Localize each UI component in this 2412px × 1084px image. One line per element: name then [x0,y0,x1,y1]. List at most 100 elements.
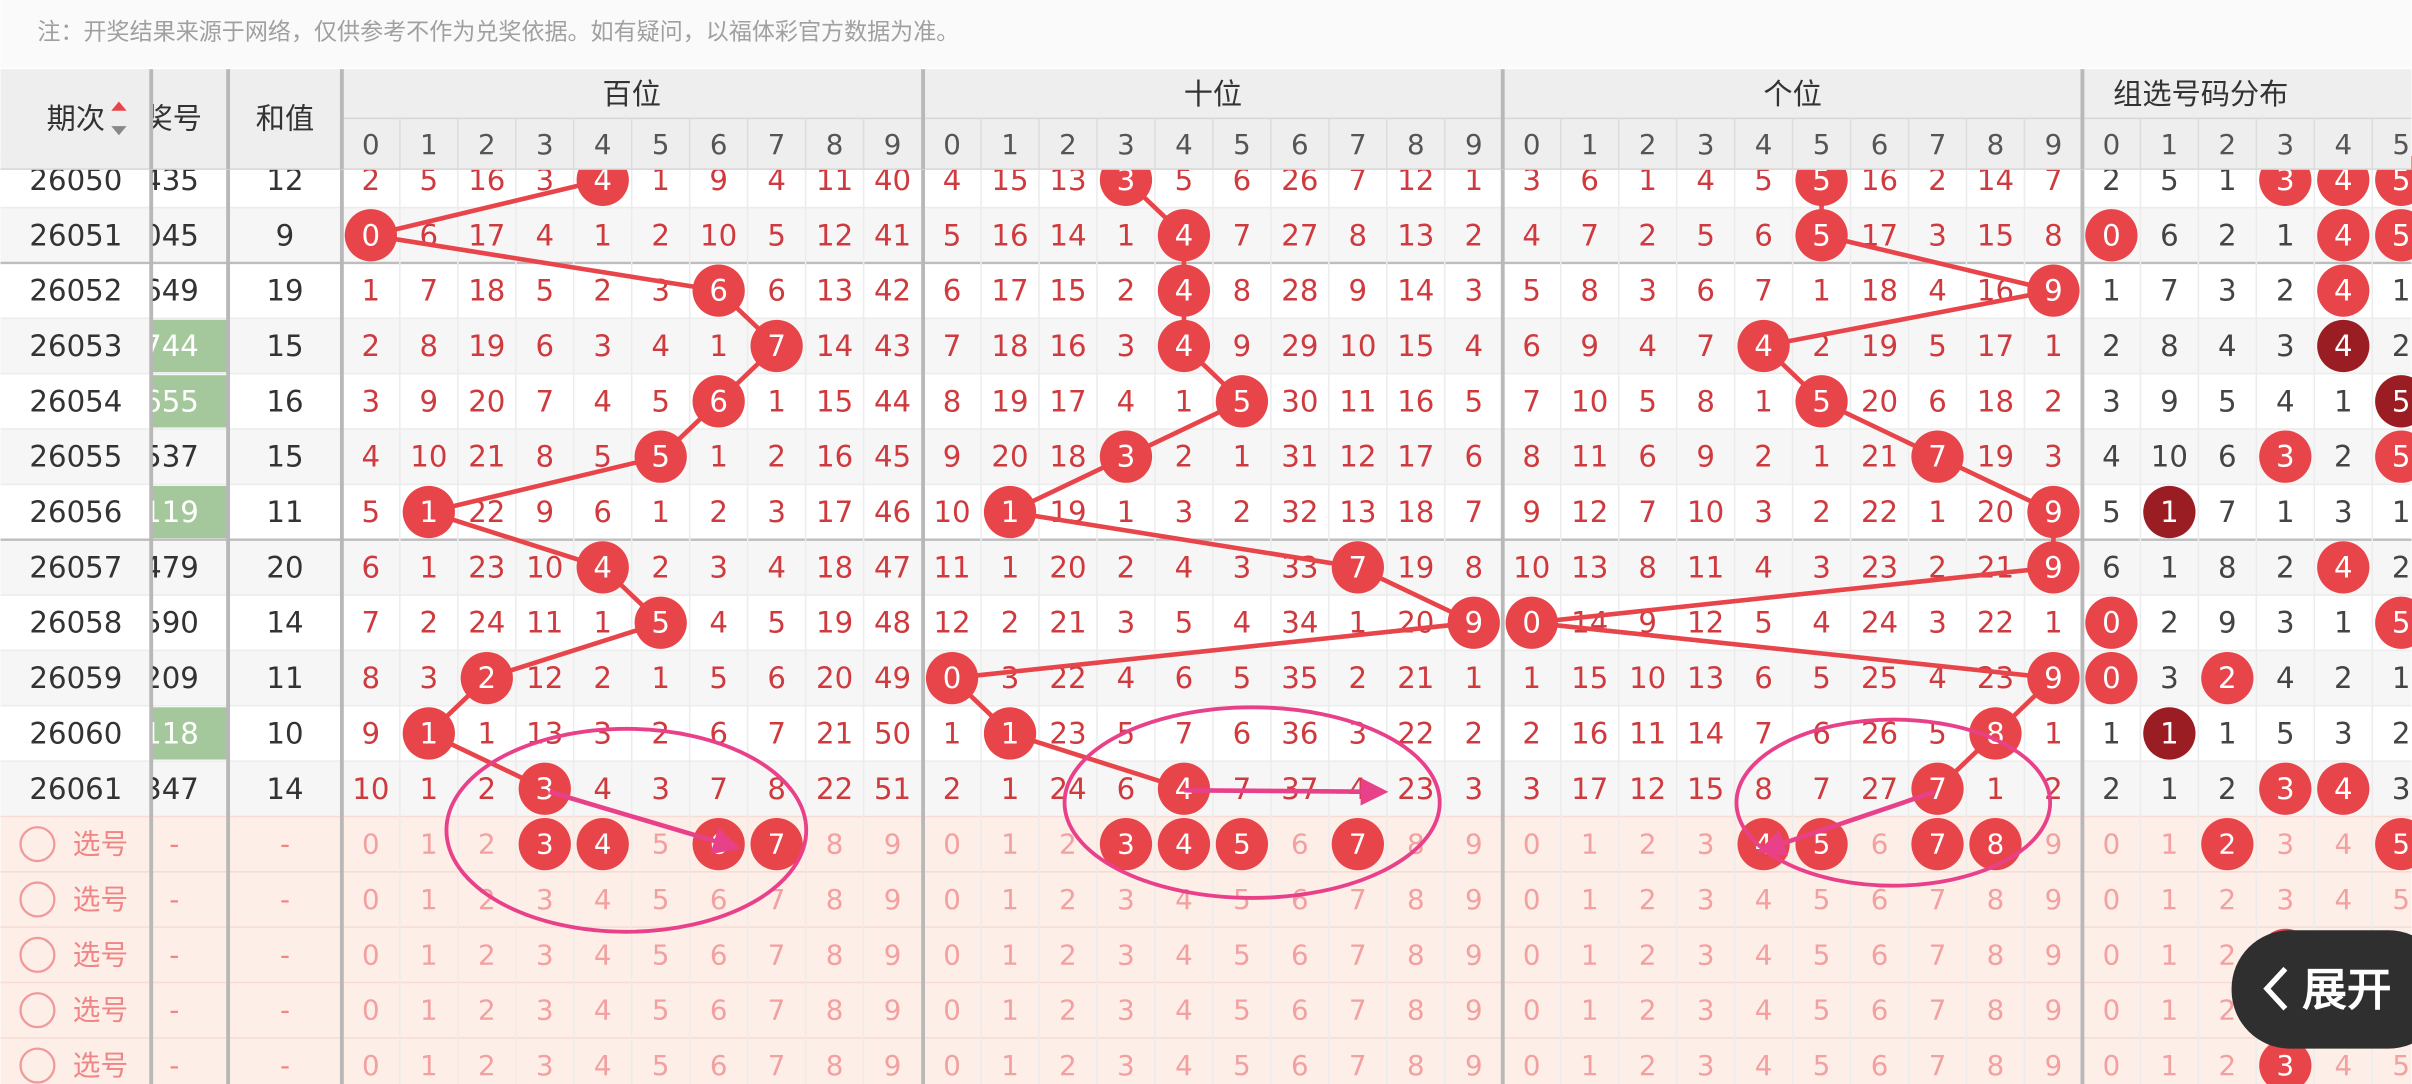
pick-digit[interactable]: 7 [1349,938,1367,971]
pick-digit[interactable]: 0 [2103,828,2121,861]
pick-digit[interactable]: 1 [420,1049,438,1082]
pick-digit[interactable]: 7 [768,994,786,1027]
pick-ball[interactable] [750,817,803,871]
pick-digit[interactable]: 1 [420,938,438,971]
pick-digit[interactable]: 3 [1697,938,1715,971]
pick-digit[interactable]: 9 [2045,938,2063,971]
pick-digit[interactable]: 2 [2219,883,2237,916]
pick-digit[interactable]: 5 [1813,828,1831,861]
pick-digit[interactable]: 2 [2219,938,2237,971]
pick-digit[interactable]: 2 [2219,828,2237,861]
pick-digit[interactable]: 1 [420,994,438,1027]
pick-digit[interactable]: 9 [1465,938,1483,971]
pick-digit[interactable]: 5 [1233,828,1251,861]
pick-digit[interactable]: 9 [1465,828,1483,861]
pick-digit[interactable]: 5 [652,1049,670,1082]
pick-digit[interactable]: 5 [652,994,670,1027]
pick-digit[interactable]: 6 [710,883,728,916]
pick-digit[interactable]: 0 [362,1049,380,1082]
pick-digit[interactable]: 6 [1291,828,1309,861]
pick-digit[interactable]: 9 [2045,1049,2063,1082]
pick-digit[interactable]: 6 [1871,883,1889,916]
pick-digit[interactable]: 9 [2045,828,2063,861]
pick-digit[interactable]: 5 [1233,1049,1251,1082]
pick-digit[interactable]: 3 [1117,883,1135,916]
pick-digit[interactable]: 8 [1407,1049,1425,1082]
pick-digit[interactable]: 4 [594,938,612,971]
pick-digit[interactable]: 0 [943,938,961,971]
pick-digit[interactable]: 2 [1639,938,1657,971]
pick-digit[interactable]: 1 [1001,883,1019,916]
pick-digit[interactable]: 9 [1465,1049,1483,1082]
pick-toggle[interactable] [19,992,56,1029]
pick-digit[interactable]: 0 [1523,994,1541,1027]
pick-digit[interactable]: 3 [2277,828,2295,861]
pick-digit[interactable]: 5 [1233,938,1251,971]
pick-digit[interactable]: 5 [2392,883,2410,916]
pick-digit[interactable]: 0 [943,1049,961,1082]
pick-digit[interactable]: 6 [1871,828,1889,861]
pick-digit[interactable]: 0 [1523,883,1541,916]
pick-digit[interactable]: 5 [2392,1049,2410,1082]
pick-digit[interactable]: 4 [594,883,612,916]
pick-digit[interactable]: 9 [1465,883,1483,916]
pick-digit[interactable]: 6 [1291,938,1309,971]
pick-digit[interactable]: 3 [536,938,554,971]
pick-digit[interactable]: 4 [1755,1049,1773,1082]
pick-digit[interactable]: 4 [1755,938,1773,971]
pick-digit[interactable]: 3 [1697,883,1715,916]
pick-digit[interactable]: 2 [478,1049,496,1082]
pick-digit[interactable]: 6 [710,994,728,1027]
pick-digit[interactable]: 5 [652,828,670,861]
pick-digit[interactable]: 8 [826,1049,844,1082]
pick-digit[interactable]: 4 [2334,828,2352,861]
pick-digit[interactable]: 4 [594,828,612,861]
pick-digit[interactable]: 5 [652,938,670,971]
pick-digit[interactable]: 5 [2392,828,2410,861]
pick-digit[interactable]: 8 [826,828,844,861]
pick-digit[interactable]: 6 [1291,994,1309,1027]
pick-digit[interactable]: 6 [1291,883,1309,916]
pick-ball[interactable] [576,817,629,871]
pick-digit[interactable]: 4 [1175,883,1193,916]
pick-digit[interactable]: 1 [1001,994,1019,1027]
pick-digit[interactable]: 1 [420,883,438,916]
pick-digit[interactable]: 6 [1871,994,1889,1027]
pick-ball[interactable] [2259,1039,2312,1084]
sort-up[interactable] [111,101,127,111]
pick-digit[interactable]: 8 [1407,883,1425,916]
pick-digit[interactable]: 4 [2334,1049,2352,1082]
pick-digit[interactable]: 2 [1639,828,1657,861]
pick-digit[interactable]: 3 [536,1049,554,1082]
pick-digit[interactable]: 7 [1929,994,1947,1027]
pick-digit[interactable]: 6 [710,1049,728,1082]
pick-digit[interactable]: 8 [1987,1049,2005,1082]
pick-digit[interactable]: 8 [1987,994,2005,1027]
expand-button[interactable]: 展开 [2231,930,2412,1049]
pick-digit[interactable]: 3 [1697,1049,1715,1082]
pick-digit[interactable]: 8 [1407,994,1425,1027]
pick-digit[interactable]: 3 [536,994,554,1027]
pick-digit[interactable]: 7 [1349,883,1367,916]
pick-digit[interactable]: 0 [1523,1049,1541,1082]
pick-digit[interactable]: 7 [768,1049,786,1082]
pick-digit[interactable]: 2 [2219,994,2237,1027]
pick-digit[interactable]: 1 [2161,883,2179,916]
pick-digit[interactable]: 5 [1813,883,1831,916]
pick-ball[interactable] [2201,817,2254,871]
pick-digit[interactable]: 0 [362,883,380,916]
pick-digit[interactable]: 3 [1117,938,1135,971]
pick-ball[interactable] [1331,817,1384,871]
pick-digit[interactable]: 3 [536,883,554,916]
pick-digit[interactable]: 0 [943,883,961,916]
pick-ball[interactable] [1911,817,1964,871]
pick-digit[interactable]: 4 [1175,1049,1193,1082]
pick-digit[interactable]: 1 [1581,883,1599,916]
pick-digit[interactable]: 2 [1059,1049,1077,1082]
pick-toggle[interactable] [19,881,56,918]
pick-digit[interactable]: 7 [768,938,786,971]
pick-digit[interactable]: 9 [1465,994,1483,1027]
pick-toggle[interactable] [19,936,56,973]
pick-digit[interactable]: 8 [826,994,844,1027]
pick-digit[interactable]: 9 [2045,883,2063,916]
